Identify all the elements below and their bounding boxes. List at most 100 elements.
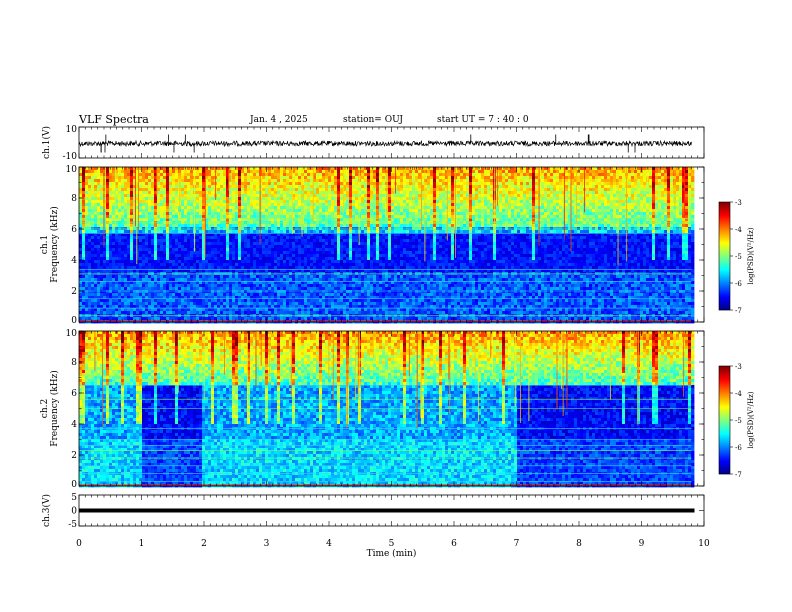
spectro-cell	[205, 302, 208, 305]
spectro-cell	[199, 191, 202, 194]
spectro-cell	[229, 317, 232, 320]
spectro-cell	[133, 236, 136, 239]
spectro-cell	[232, 194, 235, 197]
spectro-cell	[208, 236, 211, 239]
spectro-cell	[202, 239, 205, 242]
spectro-cell	[163, 197, 166, 200]
spectro-cell	[244, 263, 247, 266]
spectro-cell	[97, 230, 100, 233]
spectro-cell	[253, 260, 256, 263]
spectro-cell	[94, 293, 97, 296]
spectro-cell	[115, 266, 118, 269]
spectro-cell	[256, 218, 259, 221]
spectro-cell	[109, 203, 112, 206]
spectro-cell	[244, 293, 247, 296]
spectro-cell	[124, 209, 127, 212]
spectro-cell	[148, 200, 151, 203]
spectro-cell	[178, 239, 181, 242]
spectro-cell	[157, 224, 160, 227]
spectro-cell	[247, 236, 250, 239]
spectro-cell	[238, 176, 241, 179]
spectro-cell	[256, 251, 259, 254]
spectro-cell	[109, 206, 112, 209]
spectro-cell	[256, 182, 259, 185]
spectro-cell	[241, 200, 244, 203]
spectro-cell	[226, 278, 229, 281]
spectro-cell	[229, 275, 232, 278]
spectro-cell	[172, 185, 175, 188]
spectro-cell	[151, 236, 154, 239]
spectro-cell	[187, 257, 190, 260]
spectro-cell	[136, 284, 139, 287]
spectro-cell	[175, 224, 178, 227]
spectro-cell	[244, 194, 247, 197]
spectro-cell	[244, 254, 247, 257]
spectro-cell	[181, 185, 184, 188]
spectro-cell	[208, 299, 211, 302]
spectro-cell	[235, 230, 238, 233]
spectro-cell	[109, 179, 112, 182]
spectro-cell	[229, 209, 232, 212]
spectro-cell	[97, 206, 100, 209]
spectro-cell	[235, 290, 238, 293]
spectro-cell	[217, 308, 220, 311]
spectro-cell	[178, 254, 181, 257]
spectro-cell	[178, 302, 181, 305]
spectro-cell	[223, 284, 226, 287]
spectro-cell	[97, 266, 100, 269]
spectro-cell	[172, 206, 175, 209]
spectro-cell	[184, 230, 187, 233]
spectro-cell	[79, 194, 82, 197]
spectro-cell	[139, 239, 142, 242]
spectro-cell	[223, 176, 226, 179]
spectro-cell	[88, 266, 91, 269]
spectro-cell	[85, 206, 88, 209]
spectro-cell	[184, 188, 187, 191]
spectro-cell	[157, 260, 160, 263]
spectro-cell	[217, 167, 220, 170]
spectro-cell	[220, 260, 223, 263]
spectro-cell	[211, 224, 214, 227]
spectro-cell	[184, 197, 187, 200]
spectro-cell	[148, 275, 151, 278]
spectro-cell	[142, 212, 145, 215]
spectro-cell	[217, 209, 220, 212]
spectro-cell	[103, 242, 106, 245]
spectro-cell	[100, 203, 103, 206]
spectro-cell	[208, 224, 211, 227]
spectro-cell	[130, 230, 133, 233]
spectro-cell	[250, 293, 253, 296]
spectro-cell	[79, 293, 82, 296]
spectro-cell	[244, 218, 247, 221]
spectro-cell	[178, 260, 181, 263]
spectro-cell	[91, 206, 94, 209]
spectro-cell	[235, 299, 238, 302]
spectro-cell	[82, 290, 85, 293]
spectro-cell	[226, 275, 229, 278]
spectro-cell	[196, 299, 199, 302]
spectro-cell	[82, 197, 85, 200]
spectro-cell	[229, 308, 232, 311]
spectro-cell	[247, 311, 250, 314]
spectro-cell	[211, 209, 214, 212]
spectro-cell	[130, 194, 133, 197]
spectro-cell	[250, 260, 253, 263]
spectro-cell	[100, 209, 103, 212]
spectro-cell	[172, 179, 175, 182]
spectro-cell	[151, 230, 154, 233]
spectro-cell	[214, 209, 217, 212]
spectro-cell	[232, 260, 235, 263]
spectro-cell	[214, 293, 217, 296]
spectro-cell	[148, 218, 151, 221]
spectro-cell	[157, 203, 160, 206]
spectro-cell	[184, 182, 187, 185]
spectro-cell	[211, 194, 214, 197]
spectro-cell	[139, 185, 142, 188]
spectro-cell	[232, 167, 235, 170]
spectro-cell	[109, 218, 112, 221]
spectro-cell	[208, 209, 211, 212]
spectro-cell	[226, 224, 229, 227]
spectro-cell	[142, 254, 145, 257]
spectro-cell	[208, 260, 211, 263]
spectro-cell	[241, 260, 244, 263]
